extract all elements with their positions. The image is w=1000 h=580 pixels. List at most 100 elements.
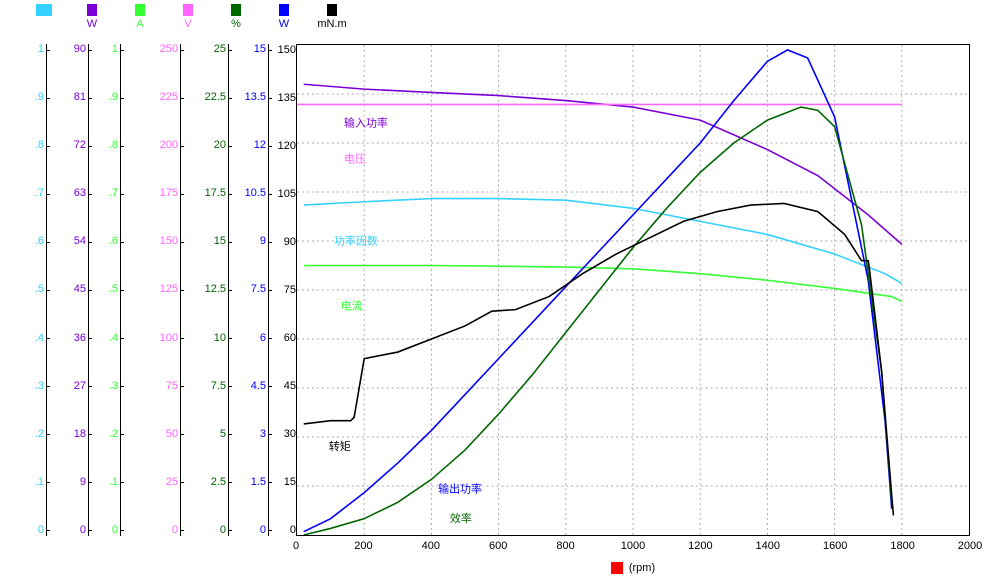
y-tick-label: .9	[100, 92, 118, 103]
y-axis-input_power: 90817263544536271890	[62, 44, 89, 536]
curve-input_power	[304, 84, 902, 244]
y-tick-label: 7.5	[236, 284, 266, 295]
y-tick-label: 7.5	[196, 381, 226, 392]
y-tick-label: 17.5	[196, 188, 226, 199]
y-tick-label: 13.5	[236, 92, 266, 103]
curve-label-torque: 转矩	[329, 439, 351, 453]
y-tick-label: .5	[26, 284, 44, 295]
y-axis-power_factor: 1.9.8.7.6.5.4.3.2.10	[26, 44, 47, 536]
y-tick-label: 1	[100, 44, 118, 55]
legend-item-input_power: W	[68, 4, 116, 40]
y-tick-label: 10.5	[236, 188, 266, 199]
legend-item-torque: mN.m	[308, 4, 356, 40]
y-axis-current: 1 .9 .8 .7 .6 .5 .4 .3 .2 .1 0	[100, 44, 121, 536]
curve-current	[304, 266, 902, 302]
x-ticks: 0200400600800100012001400160018002000	[296, 540, 970, 556]
y-tick-label: 10	[196, 333, 226, 344]
y-tick-label: .5	[100, 284, 118, 295]
legend-item-output_power: W	[260, 4, 308, 40]
curve-label-power_factor: 功率因数	[334, 233, 378, 247]
y-tick-label: 90	[62, 44, 86, 55]
curve-label-output_power: 输出功率	[438, 482, 482, 496]
y-tick-label: 175	[148, 188, 178, 199]
y-tick-label: .4	[100, 333, 118, 344]
x-tick-label: 1200	[688, 540, 712, 552]
y-tick-label: 9	[236, 236, 266, 247]
legend-row: W A V% WmN.m	[20, 4, 1000, 40]
y-tick-label: 225	[148, 92, 178, 103]
curve-label-current: 电流	[341, 299, 363, 313]
curve-label-voltage: 电压	[344, 153, 366, 166]
y-tick-label: 18	[62, 429, 86, 440]
y-tick-label: 27	[62, 381, 86, 392]
y-tick-label: .7	[26, 188, 44, 199]
y-tick-label: 75	[148, 381, 178, 392]
y-tick-label: 22.5	[196, 92, 226, 103]
y-tick-label: 0	[148, 525, 178, 536]
y-tick-label: .1	[100, 477, 118, 488]
x-axis-title: (rpm)	[296, 562, 970, 574]
y-tick-label: 100	[148, 333, 178, 344]
y-tick-label: 150	[148, 236, 178, 247]
legend-item-efficiency: %	[212, 4, 260, 40]
legend-item-current: A	[116, 4, 164, 40]
y-tick-label: .6	[26, 236, 44, 247]
y-tick-label: .6	[100, 236, 118, 247]
y-tick-label: 63	[62, 188, 86, 199]
y-tick-label: 15	[236, 44, 266, 55]
y-tick-label: .3	[100, 381, 118, 392]
legend-swatch	[87, 4, 97, 16]
legend-swatch	[327, 4, 337, 16]
y-tick-label: 12	[236, 140, 266, 151]
y-tick-label: 54	[62, 236, 86, 247]
y-tick-label: 1	[26, 44, 44, 55]
y-tick-label: 20	[196, 140, 226, 151]
y-tick-label: 90	[264, 236, 296, 248]
plot-svg: 输入功率电压功率因数电流输出功率效率 转矩	[297, 45, 969, 535]
legend-unit: %	[231, 18, 241, 30]
x-tick-label: 400	[422, 540, 440, 552]
x-tick-label: 600	[489, 540, 507, 552]
y-tick-label: .8	[26, 140, 44, 151]
curve-label-input_power: 输入功率	[344, 116, 388, 130]
curve-label-efficiency: 效率	[450, 511, 472, 525]
y-tick-label: .8	[100, 140, 118, 151]
legend-unit: A	[136, 18, 143, 30]
y-tick-label: 1.5	[236, 477, 266, 488]
y-tick-label: 9	[62, 477, 86, 488]
chart-root: WAV%WmN.m 1.9.8.7.6.5.4.3.2.109081726354…	[0, 0, 1000, 580]
legend-swatch	[135, 4, 145, 16]
x-tick-label: 1600	[823, 540, 847, 552]
y-tick-label: 0	[62, 525, 86, 536]
x-marker-swatch	[611, 562, 623, 574]
y-tick-label: 6	[236, 333, 266, 344]
y-tick-label: 0	[100, 525, 118, 536]
y-tick-label: .2	[100, 429, 118, 440]
legend-swatch	[183, 4, 193, 16]
plot-area: 输入功率电压功率因数电流输出功率效率 转矩	[296, 44, 970, 536]
legend-unit: W	[87, 18, 97, 30]
y-tick-label: 4.5	[236, 381, 266, 392]
y-tick-label: 45	[264, 380, 296, 392]
legend-unit: W	[279, 18, 289, 30]
y-tick-label: 30	[264, 428, 296, 440]
y-tick-label: 36	[62, 333, 86, 344]
x-axis-title-text: (rpm)	[629, 562, 655, 574]
y-tick-label: 2.5	[196, 477, 226, 488]
y-tick-label: .2	[26, 429, 44, 440]
y-tick-label: 75	[264, 284, 296, 296]
legend-unit: mN.m	[317, 18, 346, 30]
x-tick-label: 1400	[756, 540, 780, 552]
legend-unit: V	[184, 18, 191, 30]
y-tick-label: 125	[148, 284, 178, 295]
x-tick-label: 1000	[621, 540, 645, 552]
y-tick-label: 0	[26, 525, 44, 536]
y-tick-label: .7	[100, 188, 118, 199]
y-tick-label: 0	[196, 525, 226, 536]
x-tick-label: 1800	[890, 540, 914, 552]
y-tick-label: .9	[26, 92, 44, 103]
y-tick-label: 0	[236, 525, 266, 536]
y-tick-label: 0	[264, 524, 296, 536]
y-tick-label: 45	[62, 284, 86, 295]
y-tick-label: 250	[148, 44, 178, 55]
